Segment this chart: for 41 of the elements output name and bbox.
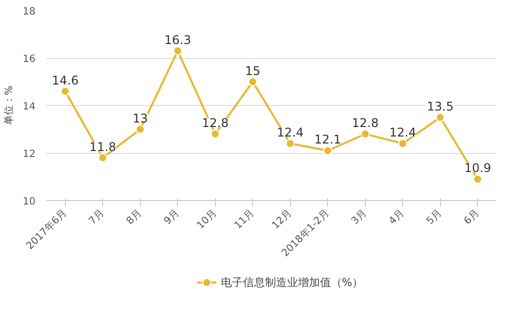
x-tick-label: 12月 xyxy=(270,208,294,232)
x-tick-label: 6月 xyxy=(462,208,482,227)
data-label: 12.4 xyxy=(276,126,304,140)
point xyxy=(98,153,108,162)
data-label: 12.8 xyxy=(202,116,229,130)
data-label: 11.8 xyxy=(89,140,116,154)
y-axis-title: 单位：% xyxy=(2,86,15,126)
point xyxy=(60,86,70,96)
x-tick-label: 7月 xyxy=(87,208,107,227)
data-label: 16.3 xyxy=(164,32,192,47)
point xyxy=(210,130,220,138)
data-label: 15 xyxy=(245,64,260,78)
y-tick-label: 10 xyxy=(22,196,36,208)
x-tick-label: 9月 xyxy=(162,208,182,227)
y-tick-label: 14 xyxy=(22,102,36,112)
legend-label: 电子信息制造业增加值（%） xyxy=(220,274,364,290)
point xyxy=(360,130,370,138)
x-tick-label: 3月 xyxy=(350,208,370,227)
point xyxy=(173,46,182,56)
y-tick-label: 18 xyxy=(22,6,36,18)
data-label: 13.5 xyxy=(426,99,454,114)
point xyxy=(473,174,482,184)
y-tick-label: 16 xyxy=(22,54,36,65)
data-label: 12.1 xyxy=(314,132,342,147)
y-tick-label: 12 xyxy=(22,149,36,160)
point xyxy=(398,139,408,148)
data-label: 14.6 xyxy=(52,73,79,88)
x-tick-label: 5月 xyxy=(424,208,444,227)
x-tick-label: 11月 xyxy=(232,208,257,232)
x-tick-label: 4月 xyxy=(387,208,407,227)
point xyxy=(248,77,258,86)
x-tick-label: 8月 xyxy=(124,208,144,227)
point xyxy=(436,112,445,122)
point xyxy=(286,139,295,148)
data-label: 12.8 xyxy=(352,116,379,130)
data-label: 12.4 xyxy=(389,126,416,140)
point xyxy=(323,146,332,156)
data-label: 13 xyxy=(132,111,148,126)
point xyxy=(136,124,145,134)
data-label: 10.9 xyxy=(464,161,492,176)
x-tick-label: 10月 xyxy=(195,208,220,232)
